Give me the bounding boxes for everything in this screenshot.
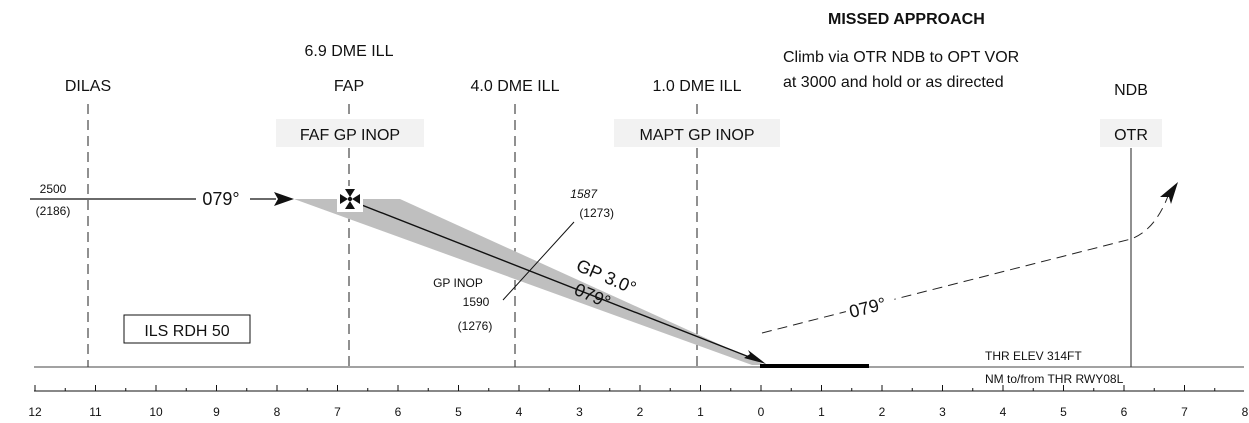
scale-label-left-8: 8 [274,405,281,419]
initial-altitude-height: (2186) [36,204,71,218]
scale-label-right-5: 5 [1060,405,1067,419]
fix-dilas-label: DILAS [65,78,111,95]
gp-inop-label: GP INOP [433,276,483,290]
scale-label-left-7: 7 [334,405,341,419]
scale-label-left-2: 2 [637,405,644,419]
scale-label-left-6: 6 [395,405,402,419]
scale-label-right-4: 4 [1000,405,1007,419]
fap-maltese-cross-icon [340,189,360,209]
glidepath-arrowhead [744,350,766,364]
missed-approach-path [761,195,1169,334]
distance-scale-note: NM to/from THR RWY08L [985,372,1124,386]
scale-label-right-8: 8 [1242,405,1249,419]
initial-altitude: 2500 [40,182,67,196]
gp-inop-height: (1276) [458,319,493,333]
inbound-track-arrowhead [274,192,294,206]
scale-label-left-3: 3 [576,405,583,419]
otr-label: OTR [1114,127,1148,144]
scale-label-right-1: 1 [818,405,825,419]
inbound-track-label: 079° [202,189,239,209]
scale-label-left-1: 1 [697,405,704,419]
otr-box [1100,119,1162,147]
dme1-label: 1.0 DME ILL [653,78,742,95]
gp-inop-altitude: 1590 [463,295,490,309]
mapt-box [614,119,780,147]
glidepath-shaded-area [294,199,765,365]
scale-label-right-3: 3 [939,405,946,419]
fap-label: FAP [334,78,364,95]
ils-rdh-box [123,314,251,344]
ndb-label: NDB [1114,82,1148,99]
inbound-track-label-bg [196,188,248,210]
faf-gp-inop-label: FAF GP INOP [300,127,400,144]
dme4-altitude-leader [502,221,575,301]
missed-track-label-bg [842,286,898,324]
missed-approach-line2: at 3000 and hold or as directed [783,74,1004,91]
missed-approach-title: MISSED APPROACH [828,11,985,28]
faf-box [276,119,424,147]
scale-label-left-11: 11 [89,405,102,419]
distance-scale-ticks [34,385,1216,391]
scale-label-left-4: 4 [516,405,523,419]
distance-scale-labels: 12 11 10 9 8 7 6 5 4 3 2 1 0 1 2 3 4 5 6 7 8 [28,405,1248,419]
scale-label-right-0: 0 [758,405,765,419]
ils-rdh-label: ILS RDH 50 [144,323,229,340]
missed-approach-line1: Climb via OTR NDB to OPT VOR [783,49,1019,66]
scale-label-left-9: 9 [213,405,220,419]
dme4-altitude: 1587 [570,187,598,201]
missed-approach-arrowhead [1160,182,1178,204]
dme4-altitude-height: (1273) [579,206,614,220]
glidepath-line [348,199,763,363]
scale-label-right-2: 2 [879,405,886,419]
mapt-gp-inop-label: MAPT GP INOP [640,127,755,144]
scale-label-right-7: 7 [1181,405,1188,419]
scale-label-left-12: 12 [28,405,42,419]
threshold-elevation: THR ELEV 314FT [985,349,1082,363]
dme4-label: 4.0 DME ILL [471,78,560,95]
fap-dme-label: 6.9 DME ILL [305,43,394,60]
scale-label-left-10: 10 [149,405,163,419]
scale-label-left-5: 5 [455,405,462,419]
scale-label-right-6: 6 [1121,405,1128,419]
